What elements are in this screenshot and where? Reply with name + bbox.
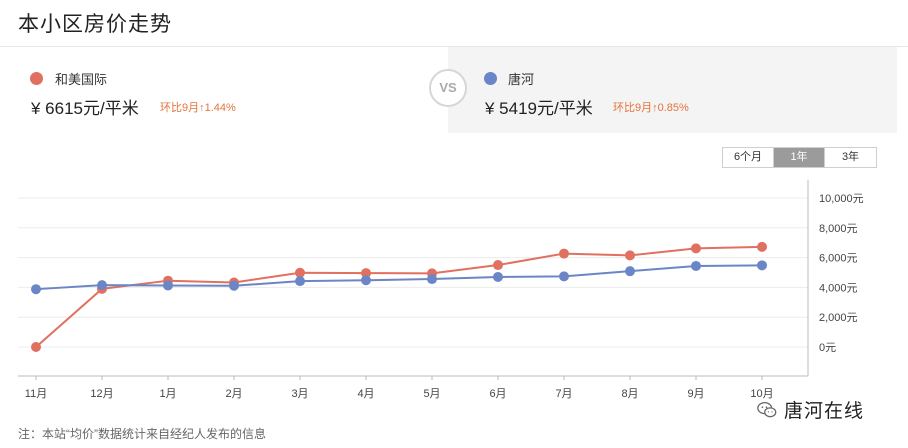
x-tick-label: 4月 [357,388,374,400]
x-tick-label: 2月 [225,388,242,400]
y-tick-label: 10,000元 [819,193,864,205]
x-tick-label: 12月 [90,388,113,400]
x-tick-label: 3月 [291,388,308,400]
x-tick-label: 10月 [750,388,773,400]
series-2-point [691,260,701,271]
series-2-point [163,280,173,291]
page-title: 本小区房价走势 [18,13,172,36]
series-line-1 [35,245,763,348]
watermark: 唐河在线 [756,396,864,423]
legend-dot-icon [484,72,497,85]
series-2-point [493,271,503,282]
x-tick-label: 6月 [489,388,506,400]
series-line-2 [35,264,763,291]
series-1-point [31,342,41,352]
community-name: 和美国际 [55,72,108,87]
tab-3-years[interactable]: 3年 [825,148,876,167]
series-1-point [493,260,503,271]
area-change: 环比9月↑0.85% [613,102,689,114]
x-tick-label: 1月 [159,388,176,400]
series-2-point [559,271,569,282]
watermark-text: 唐河在线 [784,401,865,422]
x-tick-label: 9月 [687,388,704,400]
x-tick-label: 7月 [555,388,572,400]
vs-badge: VS [429,69,467,107]
x-tick-label: 11月 [25,388,47,400]
y-tick-label: 8,000元 [819,223,858,235]
series-2-point [427,274,437,285]
series-1-point [625,250,635,261]
series-2-point [625,266,635,277]
area-name: 唐河 [508,72,535,87]
series-1-point [361,268,371,279]
tab-6-months[interactable]: 6个月 [723,148,774,167]
price-trend-chart: 0元 2,000元 4,000元 6,000元 8,000元 10,000元 11月 12月 1… [18,180,864,400]
community-change: 环比9月↑1.44% [160,102,236,114]
y-tick-label: 0元 [819,342,836,354]
community-price: ¥ 6615元/平米 [31,99,139,118]
compare-panel: 和美国际 ¥ 6615元/平米 环比9月↑1.44% 唐河 ¥ 5419元/平米… [0,47,897,133]
footnote: 注：本站“均价”数据统计来自经纪人发布的信息 [18,427,266,441]
legend-dot-icon [30,72,43,85]
range-tabs: 6个月 1年 3年 [722,147,877,168]
y-tick-label: 6,000元 [819,253,858,265]
compare-left: 和美国际 ¥ 6615元/平米 环比9月↑1.44% [0,47,448,133]
title-divider [0,46,908,47]
series-2-point [31,284,41,295]
x-tick-label: 5月 [423,388,440,400]
tab-1-year[interactable]: 1年 [774,148,825,167]
y-tick-label: 2,000元 [819,312,858,324]
wechat-icon [757,401,777,417]
area-price: ¥ 5419元/平米 [485,99,593,118]
series-2-point [229,280,239,291]
series-1-point [295,267,305,278]
compare-right: 唐河 ¥ 5419元/平米 环比9月↑0.85% [448,47,897,133]
series-2-point [361,275,371,286]
series-1-point [757,241,767,252]
series-2-point [97,280,107,291]
x-tick-label: 8月 [621,388,638,400]
series-2-point [295,276,305,287]
series-2-point [757,260,767,271]
series-1-point [691,243,701,254]
y-tick-label: 4,000元 [819,282,858,294]
series-1-point [559,248,569,259]
